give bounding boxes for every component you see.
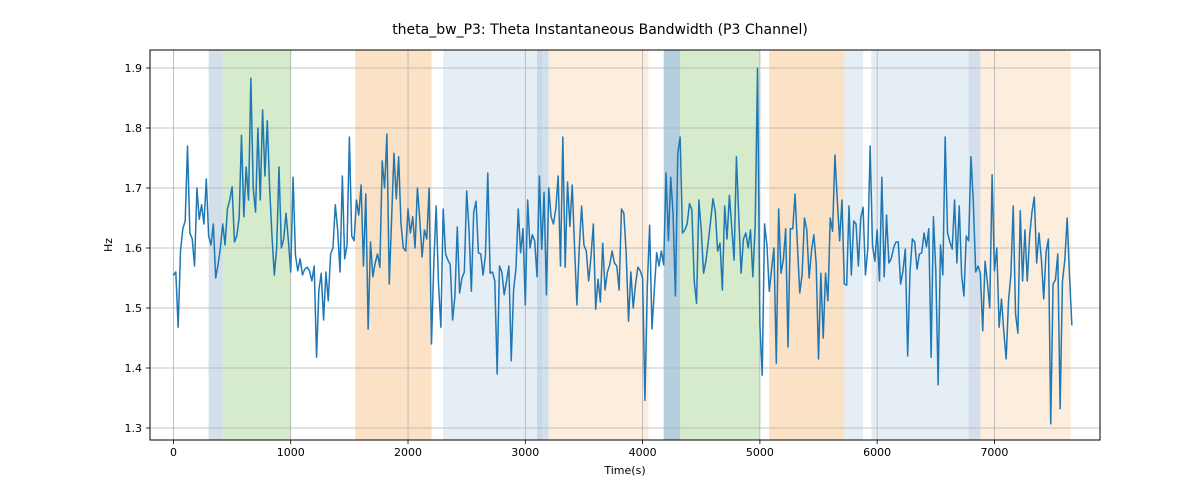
xtick-label: 0 [170,446,177,459]
ytick-label: 1.9 [125,62,143,75]
chart-container: theta_bw_P3: Theta Instantaneous Bandwid… [0,0,1200,500]
xtick-label: 1000 [277,446,305,459]
ytick-label: 1.4 [125,362,143,375]
xtick-label: 7000 [980,446,1008,459]
ytick-label: 1.5 [125,302,143,315]
xtick-label: 3000 [511,446,539,459]
xtick-label: 4000 [629,446,657,459]
ytick-label: 1.3 [125,422,143,435]
y-axis-label: Hz [102,238,115,252]
xtick-label: 5000 [746,446,774,459]
x-axis-label: Time(s) [603,464,645,477]
chart-svg: 0 1000 2000 3000 4000 5000 6000 7000 1.3 1.4 1.5 1.… [0,0,1200,500]
xtick-label: 2000 [394,446,422,459]
ytick-label: 1.7 [125,182,143,195]
shaded-region [549,50,649,440]
xtick-label: 6000 [863,446,891,459]
ytick-label: 1.6 [125,242,143,255]
shaded-region [664,50,680,440]
ytick-label: 1.8 [125,122,143,135]
